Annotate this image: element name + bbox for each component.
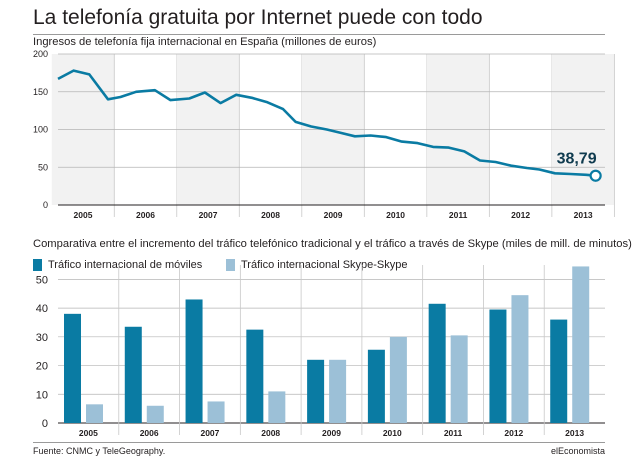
bar-skype: [207, 401, 225, 423]
bar-skype: [511, 295, 529, 423]
x-tick-label: 2005: [79, 428, 98, 438]
x-tick-label: 2012: [511, 210, 530, 220]
legend-item-moviles: Tráfico internacional de móviles: [33, 259, 202, 271]
bar-moviles: [185, 299, 203, 423]
bar-moviles: [550, 319, 568, 423]
x-tick-label: 2007: [199, 210, 218, 220]
x-tick-label: 2013: [565, 428, 584, 438]
y-tick-label: 10: [36, 389, 48, 401]
line-chart-subtitle: Ingresos de telefonía fija internacional…: [33, 36, 377, 48]
x-tick-label: 2005: [74, 210, 93, 220]
x-tick-label: 2010: [383, 428, 402, 438]
y-tick-label: 20: [36, 361, 48, 373]
x-tick-label: 2008: [261, 428, 280, 438]
bar-moviles: [124, 326, 142, 423]
y-tick-label: 30: [36, 332, 48, 344]
y-tick-label: 100: [33, 125, 48, 135]
x-tick-label: 2013: [574, 210, 593, 220]
bar-skype: [389, 336, 407, 423]
x-tick-label: 2012: [504, 428, 523, 438]
legend-swatch-moviles: [33, 259, 42, 271]
bar-skype: [450, 335, 468, 423]
y-tick-label: 0: [42, 418, 48, 430]
x-tick-label: 2006: [136, 210, 155, 220]
footer-rule: [33, 442, 605, 443]
bar-skype: [268, 391, 286, 423]
legend-label-moviles: Tráfico internacional de móviles: [48, 259, 203, 271]
x-tick-label: 2007: [200, 428, 219, 438]
y-tick-label: 50: [36, 274, 48, 286]
bar-moviles: [367, 349, 385, 423]
bar-moviles: [64, 313, 81, 423]
x-tick-label: 2009: [324, 210, 343, 220]
endpoint-value-label: 38,79: [557, 151, 597, 168]
bar-moviles: [246, 329, 264, 423]
source-note: Fuente: CNMC y TeleGeography.: [33, 446, 166, 456]
y-tick-label: 0: [43, 200, 48, 210]
y-tick-label: 200: [33, 49, 48, 59]
y-tick-label: 40: [36, 303, 48, 315]
y-tick-label: 150: [33, 87, 48, 97]
line-chart: 2005 2006 2007 2008 2009 2010 2011 2012 2013 0 50 1…: [33, 49, 615, 220]
bar-moviles: [307, 359, 325, 423]
bar-skype: [86, 404, 103, 423]
legend-swatch-skype: [226, 259, 235, 271]
title-rule: [33, 34, 605, 35]
x-tick-label: 2010: [386, 210, 405, 220]
bar-moviles: [428, 303, 446, 423]
y-tick-label: 50: [38, 162, 48, 172]
legend-item-skype: Tráfico internacional Skype-Skype: [226, 259, 408, 271]
bar-chart-subtitle: Comparativa entre el incremento del tráf…: [33, 238, 632, 250]
brand-logo-text: elEconomista: [550, 446, 605, 456]
endpoint-marker: [589, 169, 602, 182]
x-tick-label: 2006: [140, 428, 159, 438]
x-tick-label: 2011: [449, 210, 468, 220]
bar-moviles: [489, 309, 507, 423]
bar-skype: [329, 359, 347, 423]
bar-skype: [572, 266, 590, 423]
series-line: [57, 69, 596, 177]
x-tick-label: 2008: [261, 210, 280, 220]
x-tick-label: 2009: [322, 428, 341, 438]
x-tick-label: 2011: [444, 428, 463, 438]
legend-label-skype: Tráfico internacional Skype-Skype: [241, 259, 408, 271]
bar-skype: [146, 405, 164, 423]
page-title: La telefonía gratuita por Internet puede…: [33, 6, 483, 29]
